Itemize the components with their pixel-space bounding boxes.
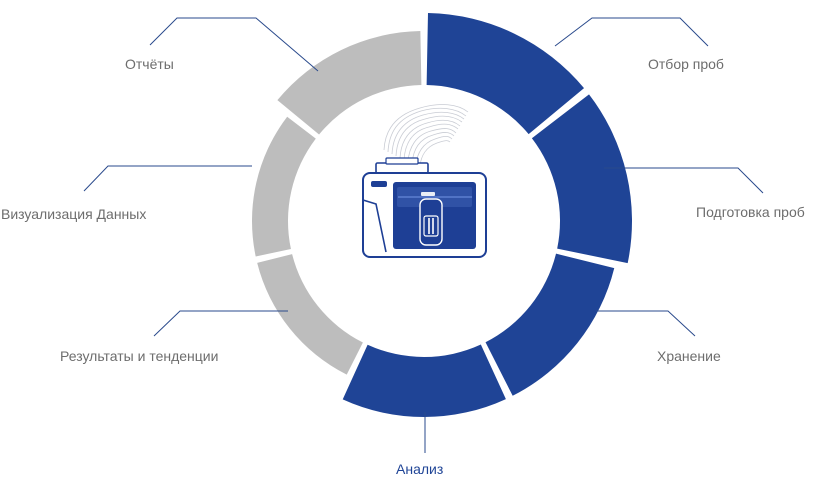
ring-segment-visualization xyxy=(251,116,316,257)
ring-segment-storage xyxy=(485,253,615,396)
stage-label-analysis: Анализ xyxy=(396,461,444,477)
ring-segment-reports xyxy=(277,31,422,135)
stage-label-storage: Хранение xyxy=(657,348,721,364)
leader-line-results xyxy=(153,310,288,337)
leader-line-reports xyxy=(149,17,319,72)
ring-segment-preparation xyxy=(531,94,632,264)
stage-label-visualization: Визуализация Данных xyxy=(1,206,147,222)
leader-lines xyxy=(83,17,764,453)
ring-segments xyxy=(251,13,632,417)
leader-line-preparation xyxy=(604,167,764,194)
stage-label-sampling: Отбор проб xyxy=(648,56,724,72)
leader-line-storage xyxy=(596,310,696,337)
stage-label-reports: Отчёты xyxy=(125,56,174,72)
leader-line-visualization xyxy=(83,165,252,192)
ring-segment-analysis xyxy=(342,344,506,417)
hose-icon xyxy=(383,104,469,167)
sample-device-icon xyxy=(362,104,487,258)
ring-segment-results xyxy=(257,254,363,375)
stage-label-preparation: Подготовка проб xyxy=(696,204,805,220)
stage-label-results: Результаты и тенденции xyxy=(60,348,219,364)
ring-segment-sampling xyxy=(426,13,585,135)
leader-line-sampling xyxy=(554,17,709,47)
